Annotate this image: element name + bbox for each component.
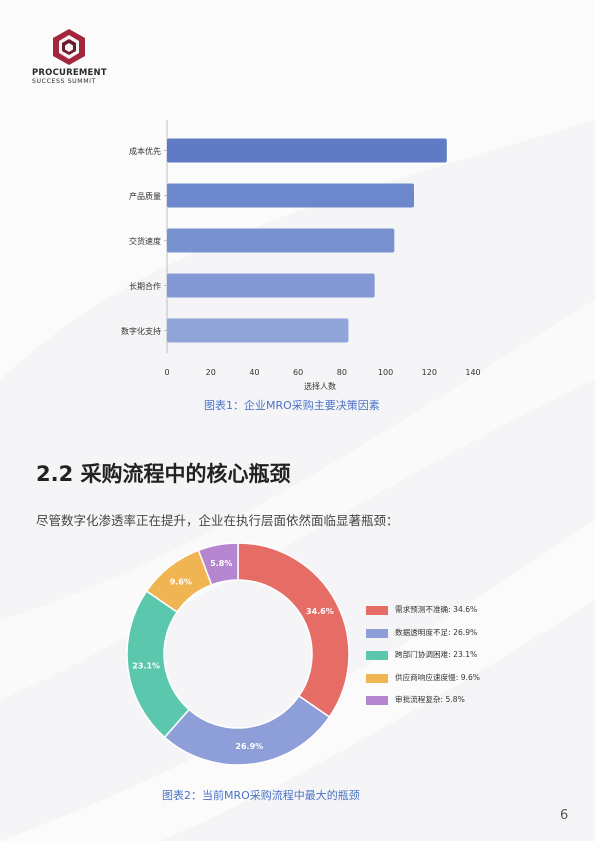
brand-subtitle: SUCCESS SUMMIT [32,78,96,85]
donut-slice-1 [237,542,350,719]
slice-value-label: 5.8% [210,559,232,568]
page-number: 6 [560,808,569,823]
x-tick-label: 100 [378,368,393,377]
hexagon-logo-icon [53,29,85,65]
y-tick-label: 产品质量 [129,191,161,201]
x-tick-label: 60 [293,368,303,377]
x-tick-label: 40 [249,368,259,377]
bar-3 [167,228,395,253]
section-intro: 尽管数字化渗透率正在提升，企业在执行层面依然面临显著瓶颈： [36,513,399,528]
bar-1 [167,138,447,163]
x-tick-label: 20 [206,368,216,377]
slice-value-label: 26.9% [235,742,263,751]
donut-slice-5 [197,542,239,586]
slice-value-label: 34.6% [306,607,334,616]
slice-value-label: 9.6% [170,577,192,586]
x-tick-label: 0 [164,368,169,377]
donut-slice-2 [163,694,331,766]
bar-2 [167,183,414,208]
x-tick-label: 140 [465,368,480,377]
chart1-caption: 图表1：企业MRO采购主要决策因素 [204,399,380,412]
bar-4 [167,273,375,298]
x-tick-label: 80 [337,368,347,377]
x-axis-title: 选择人数 [304,381,336,390]
y-tick-label: 交货速度 [129,236,161,246]
section-title: 2.2 采购流程中的核心瓶颈 [36,462,291,486]
y-tick-label: 成本优先 [129,146,161,156]
chart2-caption: 图表2：当前MRO采购流程中最大的瓶颈 [162,789,360,802]
bottlenecks-donut-chart: 34.6% 26.9% 23.1% 9.6% 5.8% [126,542,350,766]
slice-value-label: 23.1% [132,661,160,670]
y-tick-label: 长期合作 [129,281,161,291]
y-tick-label: 数字化支持 [121,326,161,336]
x-tick-label: 120 [422,368,437,377]
brand-name: PROCUREMENT [32,68,107,78]
bar-5 [167,318,349,343]
